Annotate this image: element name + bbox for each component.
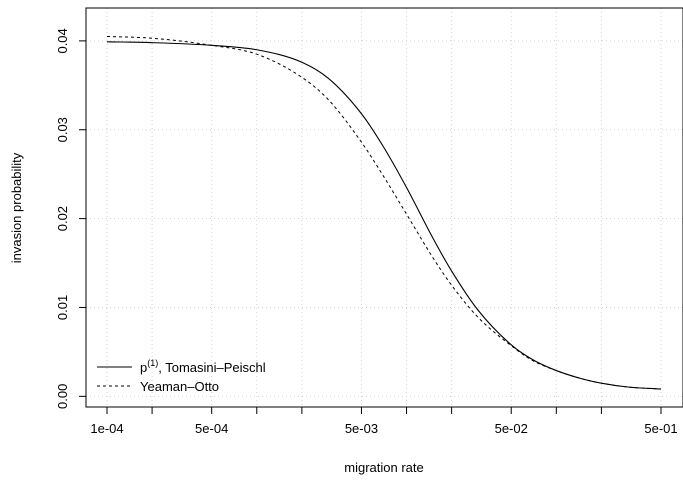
plot-frame [85, 7, 683, 408]
y-tick-label-2: 0.02 [55, 206, 70, 231]
x-tick-label-5: 5e-03 [345, 421, 378, 436]
x-tick-label-8: 5e-02 [495, 421, 528, 436]
series-line-dashed [106, 35, 662, 390]
x-tick-label-2: 5e-04 [195, 421, 228, 436]
y-tick-label-1: 0.01 [55, 295, 70, 320]
x-tick-label-0: 1e-04 [90, 421, 123, 436]
x-axis-label: migration rate [344, 460, 423, 475]
grid [86, 8, 683, 407]
y-axis-label: invasion probability [9, 152, 24, 263]
x-axis: 1e-04 5e-04 5e-03 5e-02 5e-01 [90, 407, 678, 436]
y-tick-label-3: 0.03 [55, 117, 70, 142]
y-axis: 0.00 0.01 0.02 0.03 0.04 [55, 28, 86, 409]
x-tick-label-11: 5e-01 [644, 421, 677, 436]
series-layer [106, 35, 662, 390]
legend-label-yeaman-otto: Yeaman–Otto [140, 379, 219, 394]
y-tick-label-0: 0.00 [55, 384, 70, 409]
legend: p(1), Tomasini–Peischl Yeaman–Otto [97, 358, 266, 394]
y-tick-label-4: 0.04 [55, 28, 70, 53]
series-line-solid [106, 41, 662, 390]
legend-label-tomasini-peischl: p(1), Tomasini–Peischl [140, 358, 266, 375]
